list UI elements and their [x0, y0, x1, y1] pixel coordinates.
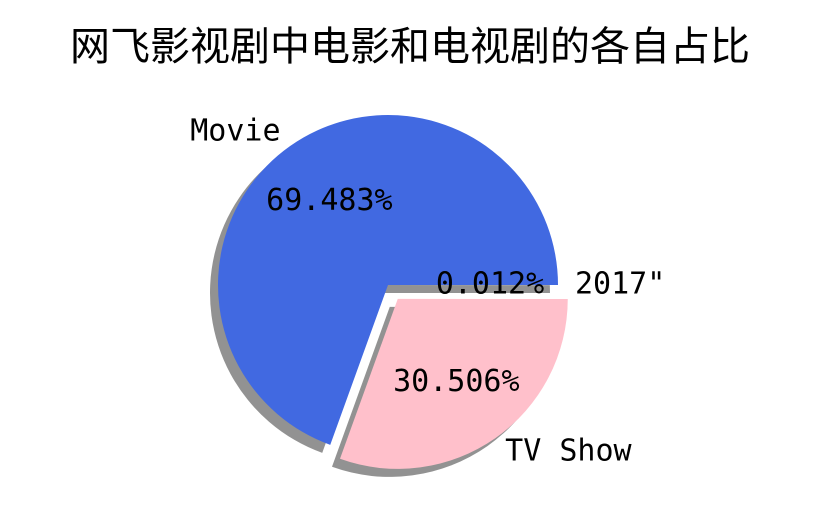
- slice-percent-2017: 0.012%: [436, 267, 544, 302]
- pie-slices: [218, 115, 568, 469]
- slice-percent-movie: 69.483%: [266, 183, 392, 218]
- pie-labels: Movie 69.483% TV Show 30.506% 2017" 0.012%: [190, 113, 665, 468]
- chart-title: 网飞影视剧中电影和电视剧的各自占比: [70, 24, 750, 70]
- slice-percent-tv-show: 30.506%: [393, 364, 519, 399]
- pie-slice-movie: [218, 115, 558, 445]
- slice-label-tv-show: TV Show: [505, 434, 632, 469]
- slice-label-movie: Movie: [190, 113, 280, 148]
- slice-label-2017: 2017": [575, 267, 665, 302]
- pie-slice-tv-show: [339, 298, 568, 469]
